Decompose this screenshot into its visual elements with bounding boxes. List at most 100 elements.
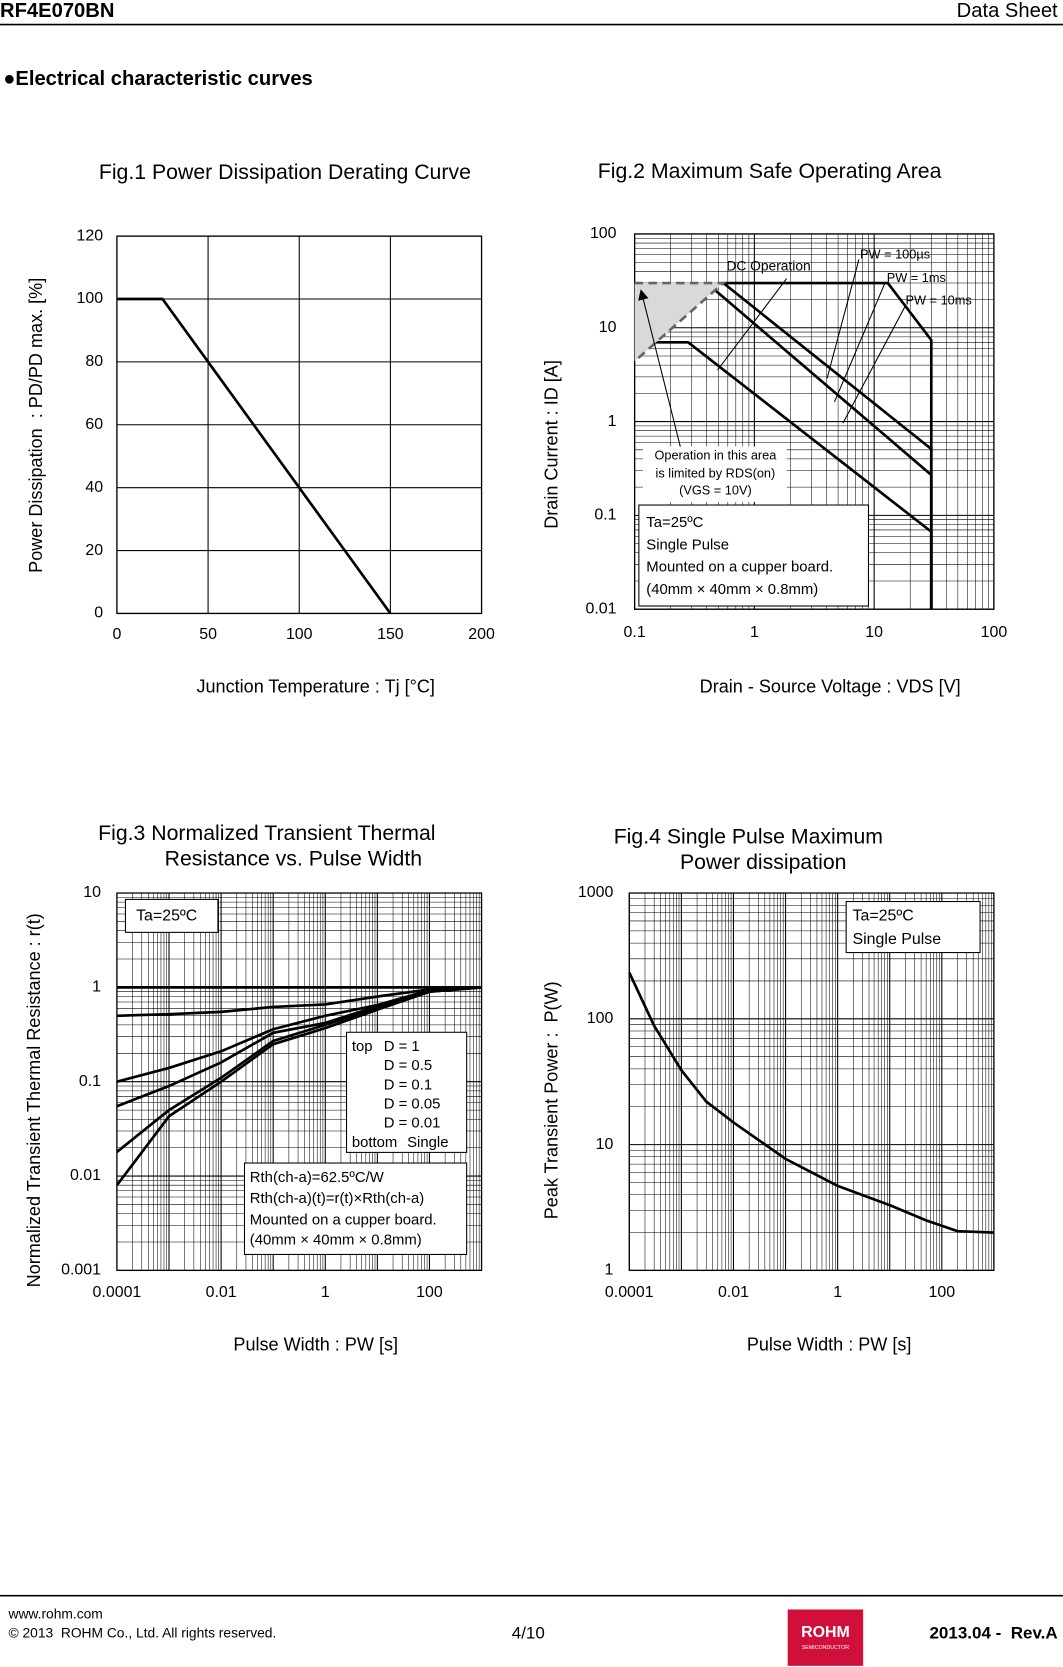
y-tick-label: 1000 (578, 884, 614, 901)
annotation: Single Pulse (853, 931, 942, 948)
x-tick-label: 50 (199, 626, 217, 643)
x-tick-label: 100 (286, 626, 313, 643)
legend-entry: D = 0.01 (384, 1116, 441, 1132)
logo (787, 1609, 864, 1666)
y-tick-label: 80 (85, 353, 103, 370)
annotation: Single Pulse (646, 537, 729, 553)
annotation: Ta=25ºC (646, 515, 703, 531)
chart-title: Fig.2 Maximum Safe Operating Area (598, 159, 942, 183)
y-tick-label: 10 (83, 884, 101, 901)
revision: 2013.04 - Rev.A (929, 1623, 1057, 1642)
x-axis-label: Pulse Width : PW [s] (233, 1335, 398, 1355)
annotation: Mounted on a cupper board. (646, 560, 833, 576)
y-tick-label: 10 (599, 319, 617, 336)
curve (628, 972, 994, 1234)
curve (116, 297, 392, 615)
annotation: Mounted on a cupper board. (250, 1212, 437, 1228)
y-tick-label: 0.001 (61, 1262, 101, 1279)
annotation: DC Operation (726, 258, 810, 274)
plot-area (628, 892, 995, 1272)
annotation-box (346, 1031, 468, 1153)
x-tick-label: 0.0001 (93, 1284, 142, 1301)
annotation: (40mm × 40mm × 0.8mm) (646, 582, 818, 598)
y-tick-label: 0.1 (79, 1073, 101, 1090)
curve (115, 986, 482, 1186)
y-tick-label: 120 (77, 227, 104, 244)
y-tick-label: 40 (85, 479, 103, 496)
x-tick-label: 0.01 (206, 1284, 237, 1301)
annotation-box (643, 446, 787, 502)
copyright: © 2013 ROHM Co., Ltd. All rights reserve… (9, 1625, 277, 1641)
legend-entry: D = 0.05 (384, 1097, 441, 1113)
y-tick-label: 0.01 (586, 600, 617, 617)
y-tick-label: 100 (590, 225, 617, 242)
annotation: PW = 100µs (860, 247, 930, 262)
part-number: RF4E070BN (0, 0, 114, 22)
x-tick-label: 100 (981, 624, 1008, 641)
annotation: (VGS = 10V) (679, 483, 752, 498)
x-tick-label: 0.0001 (605, 1284, 654, 1301)
legend-entry: D = 0.1 (384, 1077, 432, 1093)
x-tick-label: 10 (865, 624, 883, 641)
x-tick-label: 0.1 (624, 624, 646, 641)
leader-line (842, 304, 907, 424)
x-tick-label: 100 (416, 1284, 443, 1301)
annotation: (40mm × 40mm × 0.8mm) (250, 1233, 422, 1249)
curve (634, 340, 933, 610)
x-axis-label: Pulse Width : PW [s] (747, 1335, 912, 1355)
page-number: 4/10 (512, 1623, 545, 1642)
y-tick-label: 60 (85, 416, 103, 433)
annotation: Ta=25ºC (853, 908, 914, 925)
y-tick-label: 0 (94, 605, 103, 622)
leader-line (833, 281, 886, 403)
plot-area (633, 233, 995, 610)
x-tick-label: 1 (833, 1284, 842, 1301)
annotation: PW = 1ms (887, 270, 946, 285)
logo-subtext: SEMICONDUCTOR (802, 1645, 849, 1651)
annotation-box (124, 898, 219, 933)
annotation-box (845, 901, 981, 954)
legend-entry: D = 1 (384, 1039, 420, 1055)
x-tick-label: 100 (929, 1284, 956, 1301)
x-axis-label: Drain - Source Voltage : VDS [V] (700, 677, 961, 697)
annotation: PW = 10ms (906, 292, 972, 307)
curve (116, 986, 482, 1018)
annotation: Rth(ch-a)=62.5ºC/W (250, 1170, 384, 1186)
chart-title: Fig.3 Normalized Transient Thermal (98, 821, 435, 845)
chart-title: Fig.1 Power Dissipation Derating Curve (99, 160, 471, 184)
x-axis-label: Junction Temperature : Tj [°C] (196, 677, 434, 697)
x-tick-label: 1 (750, 624, 759, 641)
logo-text: ROHM (801, 1624, 850, 1641)
y-axis-label: Drain Current : ID [A] (542, 360, 562, 529)
annotation: Ta=25ºC (136, 908, 197, 925)
x-tick-label: 1 (321, 1284, 330, 1301)
footer-url: www.rohm.com (8, 1605, 103, 1621)
annotation-box (243, 1162, 468, 1255)
annotation: top (352, 1039, 373, 1055)
limit-area (634, 283, 724, 362)
y-tick-label: 0.01 (70, 1167, 101, 1184)
doc-type: Data Sheet (957, 0, 1058, 22)
x-tick-label: 0 (112, 626, 121, 643)
annotation: Operation in this area (654, 448, 777, 463)
y-axis-label: Peak Transient Power : P(W) (542, 981, 562, 1219)
annotation: bottom (352, 1135, 397, 1151)
x-tick-label: 0.01 (718, 1284, 749, 1301)
legend-entry: D = 0.5 (384, 1058, 432, 1074)
annotation: Rth(ch-a)(t)=r(t)×Rth(ch-a) (250, 1191, 424, 1207)
y-tick-label: 0.1 (594, 507, 616, 524)
chart-title: Fig.4 Single Pulse Maximum (614, 824, 883, 848)
y-axis-label: Power Dissipation : PD/PD max. [%] (26, 278, 46, 573)
chart-title: Power dissipation (680, 850, 847, 874)
annotation-box (638, 504, 870, 607)
y-tick-label: 100 (587, 1010, 614, 1027)
x-tick-label: 200 (468, 626, 495, 643)
y-tick-label: 20 (85, 542, 103, 559)
y-tick-label: 1 (92, 979, 101, 996)
leader-line (826, 259, 860, 379)
leader-line (717, 278, 788, 371)
y-tick-label: 100 (77, 290, 104, 307)
plot-area (116, 235, 483, 615)
y-axis-label: Normalized Transient Thermal Resistance … (24, 913, 44, 1287)
